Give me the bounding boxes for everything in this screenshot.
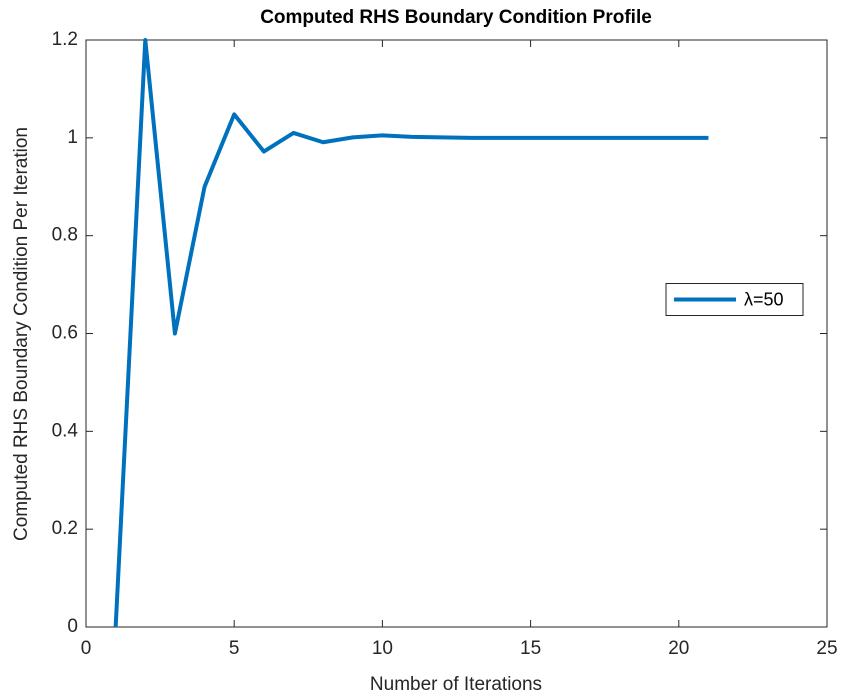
y-tick-label: 0.6 [52,323,78,344]
data-line [113,38,709,628]
y-tick-label: 0.2 [52,518,78,539]
y-tick-label: 1 [67,127,78,148]
x-tick-label: 5 [229,638,240,659]
x-tick-label: 15 [520,638,541,659]
x-tick-label: 20 [668,638,689,659]
legend-label: λ=50 [744,289,784,309]
x-axis-label: Number of Iterations [370,674,542,695]
chart-title: Computed RHS Boundary Condition Profile [260,7,652,28]
x-tick-label: 0 [81,638,92,659]
y-tick-label: 0.4 [52,420,79,441]
y-tick-label: 1.2 [52,29,78,50]
y-tick-label: 0.8 [52,225,78,246]
y-axis-label: Computed RHS Boundary Condition Per Iter… [11,127,32,541]
x-tick-label: 25 [816,638,837,659]
axes-box [85,39,828,628]
y-tick-label: 0 [67,616,78,637]
x-tick-label: 10 [372,638,393,659]
